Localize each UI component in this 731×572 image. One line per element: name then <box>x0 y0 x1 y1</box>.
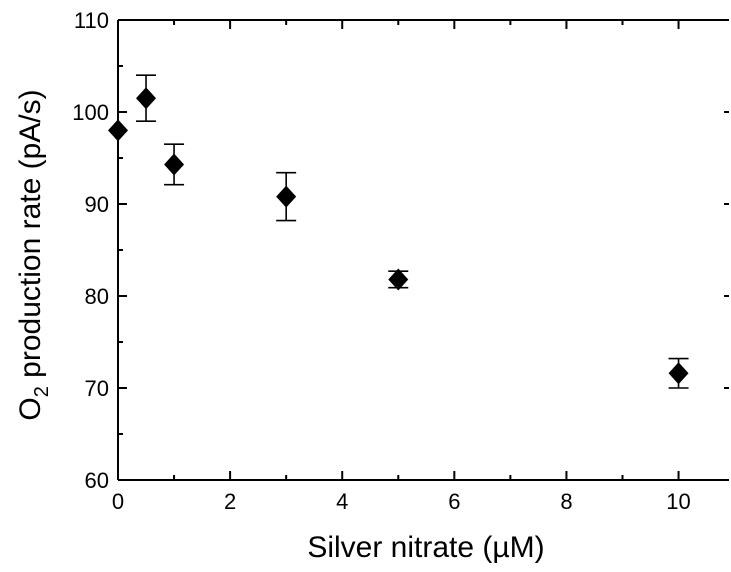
data-point <box>388 268 409 291</box>
x-tick-label: 10 <box>666 489 690 514</box>
y-axis-label-subscript: 2 <box>31 386 53 397</box>
data-point <box>276 185 297 208</box>
y-axis-label-main: O <box>14 397 47 420</box>
y-tick-label: 110 <box>74 8 109 33</box>
x-tick-label: 4 <box>336 489 348 514</box>
x-tick-label: 0 <box>112 489 124 514</box>
y-tick-label: 80 <box>85 284 109 309</box>
error-bars <box>136 74 689 389</box>
y-axis-label-rest: production rate (pA/s) <box>14 89 47 386</box>
x-tick-label: 6 <box>448 489 460 514</box>
data-point <box>108 119 128 142</box>
y-tick-label: 100 <box>72 100 109 125</box>
plot-frame <box>117 19 729 481</box>
x-tick-label: 2 <box>224 489 236 514</box>
data-point <box>668 362 689 385</box>
data-markers <box>108 87 689 385</box>
y-tick-label: 70 <box>85 376 109 401</box>
y-tick-label: 90 <box>85 192 109 217</box>
data-point <box>136 87 157 110</box>
x-tick-label: 8 <box>560 489 572 514</box>
data-point <box>164 153 185 176</box>
x-axis-ticks: 0 2 4 6 8 10 <box>112 20 691 514</box>
x-axis-label: Silver nitrate (µM) <box>307 531 544 564</box>
y-axis-label: O2 production rate (pA/s) <box>14 89 53 420</box>
y-tick-label: 60 <box>85 468 109 493</box>
y-axis-ticks: 60 70 80 90 100 110 <box>72 8 729 493</box>
